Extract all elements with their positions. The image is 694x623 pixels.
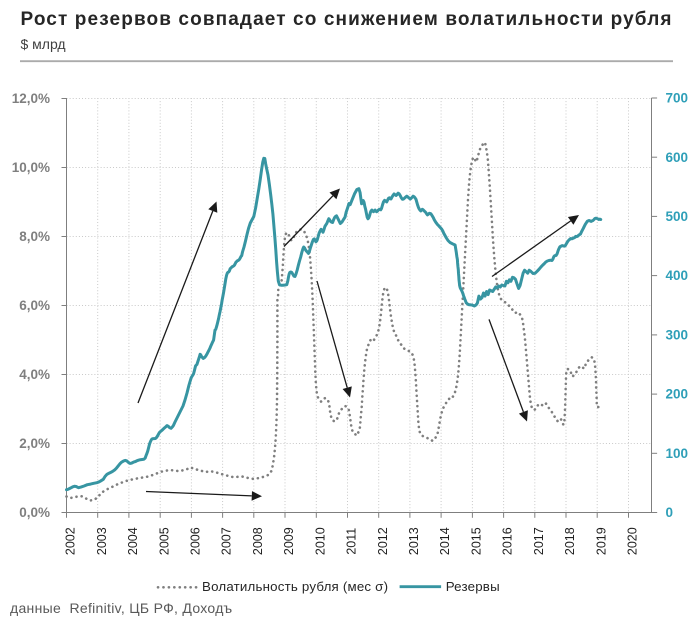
svg-text:2020: 2020 bbox=[626, 527, 640, 555]
svg-text:2011: 2011 bbox=[345, 528, 359, 555]
svg-text:2016: 2016 bbox=[501, 527, 515, 555]
svg-text:2014: 2014 bbox=[438, 527, 452, 555]
svg-text:2004: 2004 bbox=[126, 527, 140, 555]
svg-text:2006: 2006 bbox=[189, 527, 203, 555]
svg-text:12,0%: 12,0% bbox=[12, 91, 50, 106]
svg-text:100: 100 bbox=[666, 446, 689, 461]
svg-text:2018: 2018 bbox=[563, 527, 577, 555]
svg-text:2003: 2003 bbox=[95, 527, 109, 555]
svg-text:2002: 2002 bbox=[64, 527, 78, 555]
svg-text:500: 500 bbox=[666, 209, 689, 224]
svg-text:4,0%: 4,0% bbox=[19, 367, 50, 382]
svg-text:0,0%: 0,0% bbox=[19, 505, 50, 520]
svg-text:2017: 2017 bbox=[532, 527, 546, 555]
svg-text:8,0%: 8,0% bbox=[19, 229, 50, 244]
svg-text:2008: 2008 bbox=[251, 527, 265, 555]
svg-text:2019: 2019 bbox=[594, 527, 608, 555]
svg-text:0: 0 bbox=[666, 505, 674, 520]
svg-text:2015: 2015 bbox=[470, 527, 484, 555]
svg-text:600: 600 bbox=[666, 150, 689, 165]
svg-text:2,0%: 2,0% bbox=[19, 436, 50, 451]
svg-text:Волатильность рубля (мес σ): Волатильность рубля (мес σ) bbox=[202, 579, 388, 594]
svg-text:2012: 2012 bbox=[376, 527, 390, 555]
svg-text:400: 400 bbox=[666, 268, 689, 283]
svg-text:2013: 2013 bbox=[407, 527, 421, 555]
svg-text:Рост резервов совпадает со сни: Рост резервов совпадает со снижением вол… bbox=[21, 9, 673, 30]
svg-text:2007: 2007 bbox=[220, 527, 234, 555]
svg-text:Резервы: Резервы bbox=[446, 579, 500, 594]
svg-text:700: 700 bbox=[666, 91, 689, 106]
svg-text:2009: 2009 bbox=[282, 527, 296, 555]
svg-text:данные Refinitiv, ЦБ РФ, Дохо: данные Refinitiv, ЦБ РФ, Доходъ bbox=[10, 600, 232, 616]
svg-text:300: 300 bbox=[666, 328, 689, 343]
svg-text:2005: 2005 bbox=[157, 527, 171, 555]
svg-text:10,0%: 10,0% bbox=[12, 160, 50, 175]
svg-text:2010: 2010 bbox=[313, 527, 327, 555]
svg-text:200: 200 bbox=[666, 387, 689, 402]
svg-text:$ млрд: $ млрд bbox=[21, 36, 66, 52]
svg-text:6,0%: 6,0% bbox=[19, 298, 50, 313]
